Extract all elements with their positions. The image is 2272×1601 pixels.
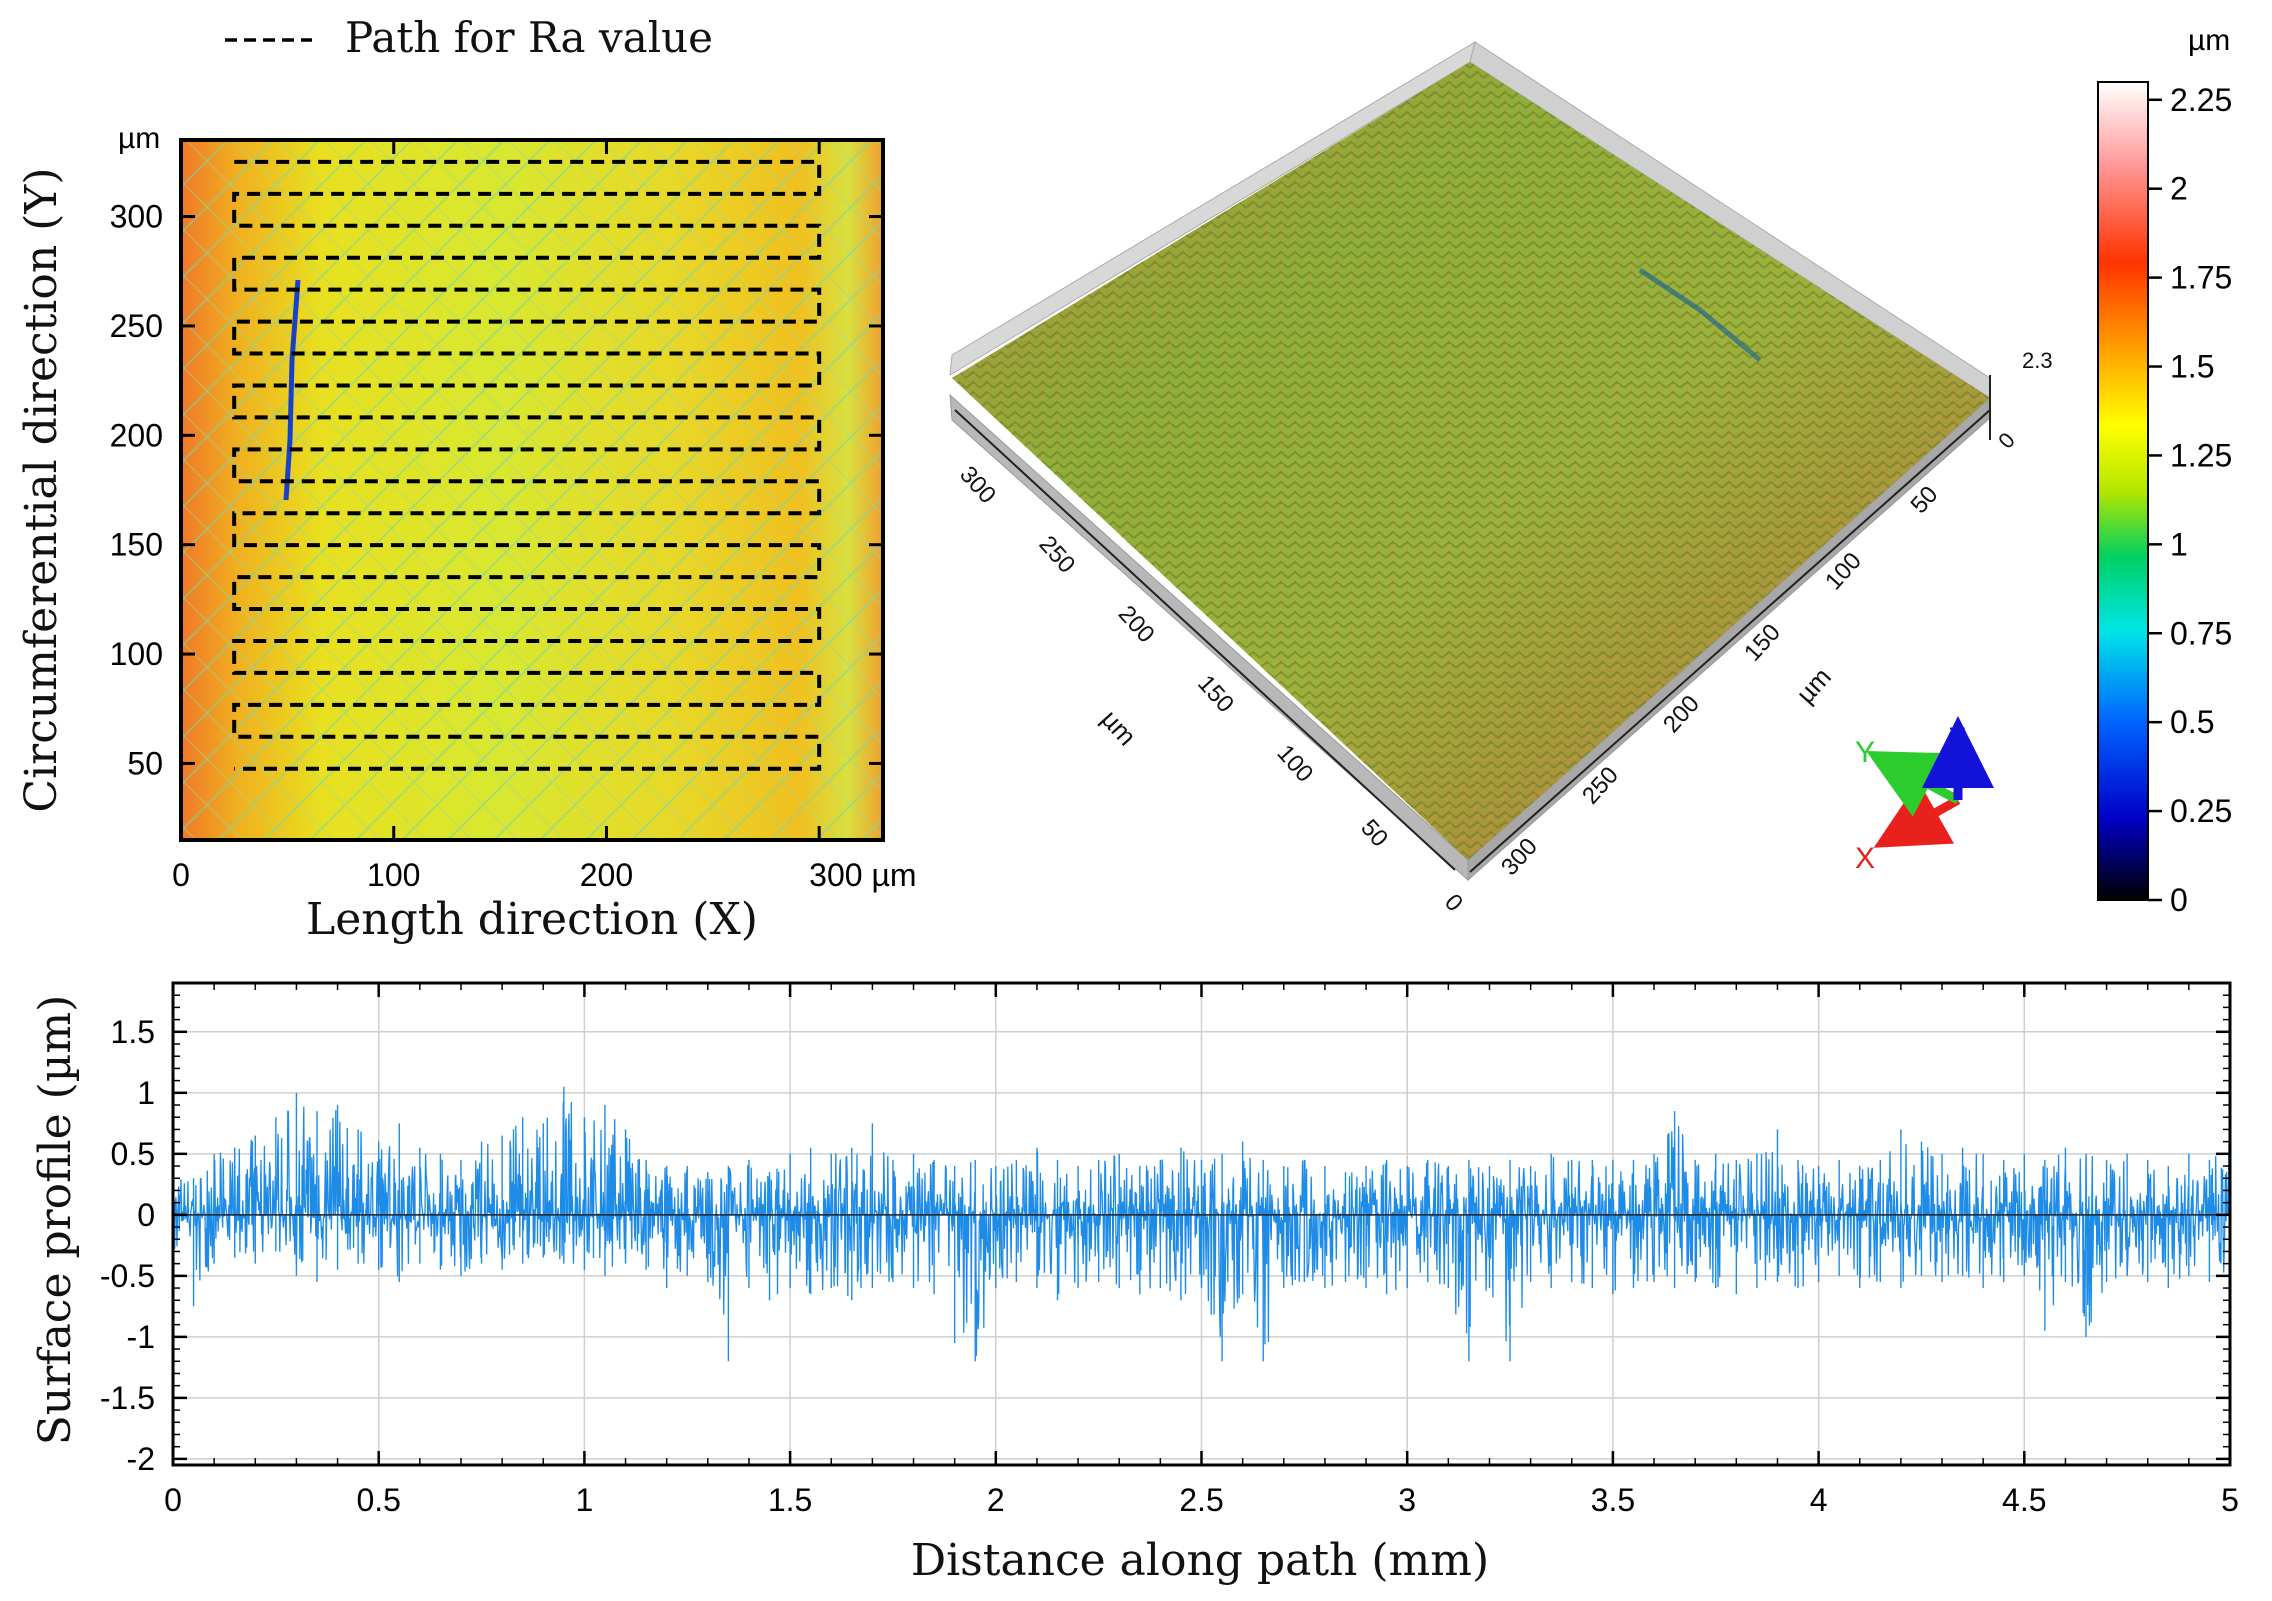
triad-z-label: Z xyxy=(1948,722,1966,755)
surface-3d-z-min: 0 xyxy=(1993,428,2020,454)
profile-x-tick-label: 4.5 xyxy=(2002,1482,2046,1518)
profile-x-label: Distance along path (mm) xyxy=(911,1535,1489,1586)
profile-y-tick-label: -2 xyxy=(127,1441,155,1477)
surface-left-tick-label: 200 xyxy=(1113,600,1160,648)
profile-y-tick-label: -1 xyxy=(127,1319,155,1355)
surface-left-tick-label: 250 xyxy=(1033,531,1080,579)
profile-x-tick-label: 0 xyxy=(164,1482,182,1518)
surface-3d-left-unit: µm xyxy=(1096,704,1143,751)
colorbar-unit: µm xyxy=(2188,24,2230,57)
profile-y-tick-label: 0.5 xyxy=(111,1136,155,1172)
colorbar-ticks: 2.25 2 1.75 1.5 1.25 1 0.75 0.5 0.25 0 xyxy=(2148,82,2232,918)
profile-x-tick-label: 5 xyxy=(2221,1482,2239,1518)
height-map-x-label: Length direction (X) xyxy=(306,894,758,945)
surface-left-tick-label: 50 xyxy=(1355,814,1393,852)
profile-x-tick-label: 3 xyxy=(1398,1482,1416,1518)
profile-x-tick-label: 4 xyxy=(1810,1482,1828,1518)
map-y-tick-label: 200 xyxy=(110,417,163,453)
profile-y-label: Surface profile (µm) xyxy=(30,995,81,1445)
colorbar-gradient xyxy=(2097,81,2149,901)
map-x-tick-label: 200 xyxy=(580,857,633,893)
profile-y-tick-label: 0 xyxy=(137,1197,155,1233)
surface-left-tick-label: 100 xyxy=(1271,740,1318,788)
colorbar-tick-label: 0 xyxy=(2170,882,2188,918)
surface-3d-right-axis xyxy=(1469,409,1991,873)
profile-y-tick-label: 1.5 xyxy=(111,1014,155,1050)
surface-3d-texture xyxy=(952,62,1990,860)
colorbar-tick-label: 1.75 xyxy=(2170,260,2232,296)
profile-trace xyxy=(172,1086,2231,1362)
surface-left-tick-label: 150 xyxy=(1192,670,1239,718)
map-y-tick-label: 250 xyxy=(110,308,163,344)
height-map-texture xyxy=(181,140,883,840)
axis-triad: X Y Z xyxy=(1855,716,1994,875)
ra-path-polyline xyxy=(232,159,822,771)
height-map-panel: 0 100 200 300 µm 300 250 200 150 100 50 µm Length… xyxy=(16,122,917,945)
legend: Path for Ra value xyxy=(225,13,713,62)
height-map-ticks: 0 100 200 300 µm 300 250 200 150 100 50 xyxy=(110,140,917,893)
surface-3d-left-axis xyxy=(954,409,1456,871)
triad-y-label: Y xyxy=(1855,736,1875,769)
profile-x-tick-label: 0.5 xyxy=(356,1482,400,1518)
colorbar-tick-label: 1.25 xyxy=(2170,437,2232,473)
profile-x-tick-label: 2 xyxy=(987,1482,1005,1518)
colorbar-tick-label: 1.5 xyxy=(2170,349,2214,385)
triad-x-arrow xyxy=(1873,780,1961,848)
colorbar-tick-label: 1 xyxy=(2170,526,2188,562)
colorbar-tick-label: 2.25 xyxy=(2170,82,2232,118)
height-map-y-label: Circumferential direction (Y) xyxy=(16,167,67,812)
profile-y-tick-label: -1.5 xyxy=(100,1380,155,1416)
ra-path-dashed-lines xyxy=(232,159,822,771)
profile-x-tick-label: 2.5 xyxy=(1179,1482,1223,1518)
profile-ticks: 0 0.5 1 1.5 2 2.5 3 3.5 4 4.5 5 1.5 1 0.5 0 -0.5 -1 -1.5 -… xyxy=(100,982,2239,1518)
profile-x-tick-label: 1.5 xyxy=(768,1482,812,1518)
colorbar-tick-label: 0.75 xyxy=(2170,615,2232,651)
height-map-unit-label: µm xyxy=(118,122,160,155)
legend-label: Path for Ra value xyxy=(345,13,713,62)
profile-chart-panel: 0 0.5 1 1.5 2 2.5 3 3.5 4 4.5 5 1.5 1 0.5 0 -0.5 -1 -1.5 -… xyxy=(30,981,2239,1586)
colorbar-panel: µm 2.25 2 1.75 1.5 1.25 1 0.75 0.5 0.25 0 xyxy=(2097,24,2232,918)
map-x-tick-label: 300 µm xyxy=(809,857,916,893)
surface-left-tick-label: 300 xyxy=(954,461,1001,509)
colorbar-tick-label: 0.25 xyxy=(2170,793,2232,829)
map-x-tick-label: 0 xyxy=(172,857,190,893)
map-y-tick-label: 150 xyxy=(110,527,163,563)
profile-y-tick-label: 1 xyxy=(137,1075,155,1111)
surface-left-tick-label: 0 xyxy=(1439,889,1468,917)
surface-3d-z-max: 2.3 xyxy=(2022,348,2053,373)
triad-x-label: X xyxy=(1855,842,1875,875)
map-y-tick-label: 100 xyxy=(110,636,163,672)
colorbar-tick-label: 0.5 xyxy=(2170,704,2214,740)
map-x-tick-label: 100 xyxy=(367,857,420,893)
surface-3d-groove xyxy=(1638,267,1762,362)
profile-y-tick-label: -0.5 xyxy=(100,1258,155,1294)
map-y-tick-label: 300 xyxy=(110,199,163,235)
surface-3d-right-unit: µm xyxy=(1790,662,1837,709)
profile-x-tick-label: 3.5 xyxy=(1591,1482,1635,1518)
map-y-tick-label: 50 xyxy=(127,745,163,781)
height-map-valley-streak xyxy=(283,279,301,501)
height-map-frame xyxy=(179,138,885,842)
colorbar-tick-label: 2 xyxy=(2170,171,2188,207)
profile-x-tick-label: 1 xyxy=(576,1482,594,1518)
triad-y-arrow xyxy=(1866,751,1961,817)
